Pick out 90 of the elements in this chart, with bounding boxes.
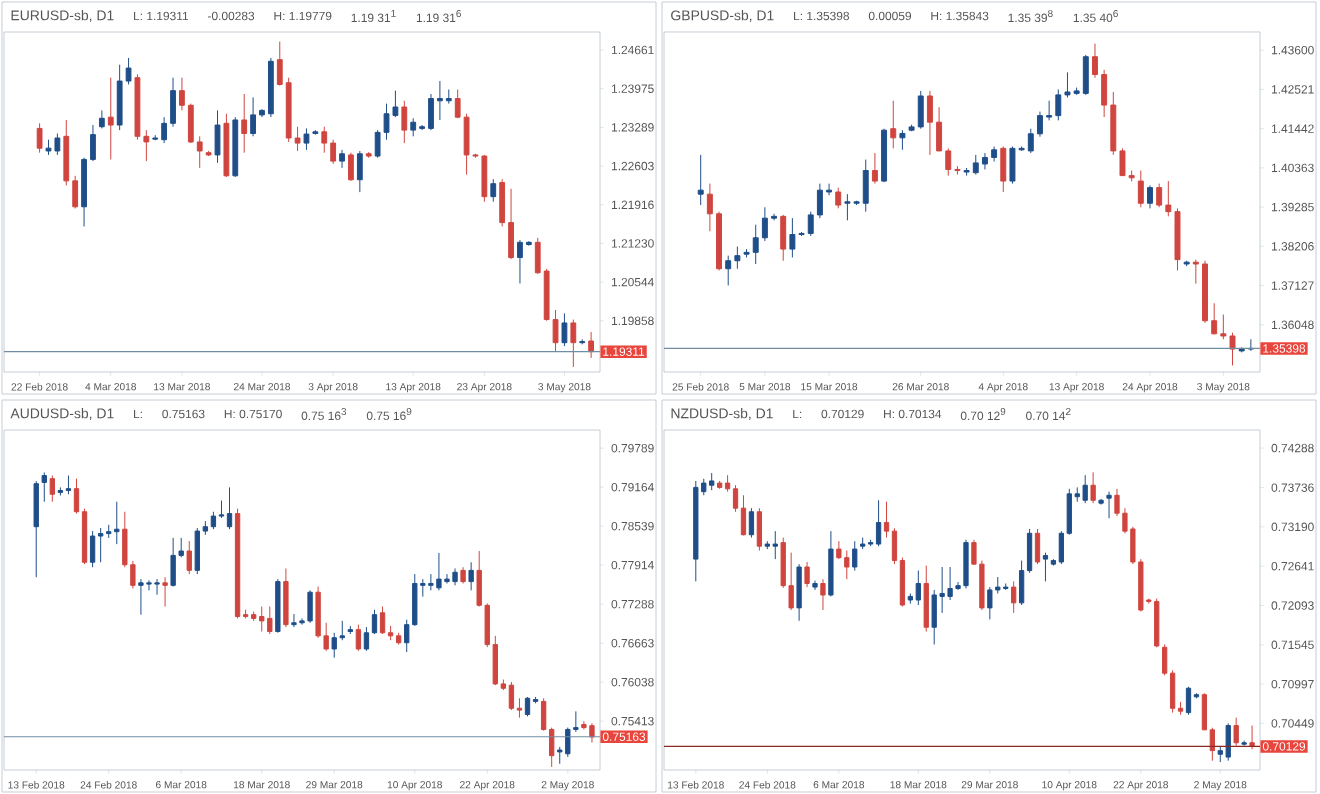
candlestick <box>33 480 39 578</box>
candlestick <box>490 178 497 203</box>
candlestick <box>205 150 212 157</box>
candlestick <box>365 151 372 159</box>
candlestick <box>709 472 715 491</box>
candlestick <box>241 93 248 154</box>
candlestick <box>303 127 310 151</box>
candlestick <box>835 187 842 209</box>
candlestick <box>561 312 568 347</box>
candlestick <box>98 109 105 129</box>
candlestick <box>717 480 723 490</box>
candlestick <box>780 214 787 262</box>
candlestick <box>355 624 362 652</box>
candlestick <box>804 561 810 588</box>
candlestick <box>1000 146 1007 193</box>
candlestick <box>339 149 345 169</box>
candlestick <box>214 109 221 164</box>
candlestick <box>114 501 120 545</box>
candlestick <box>267 57 274 118</box>
candlestick <box>875 499 882 547</box>
candlestick <box>871 152 878 185</box>
candlestick <box>283 567 289 628</box>
candlestick <box>860 537 866 550</box>
candlestick <box>1137 170 1144 208</box>
candlestick <box>890 100 897 149</box>
candlestick <box>1106 491 1112 519</box>
candlestick <box>186 540 192 575</box>
candlestick <box>588 331 595 359</box>
candlestick <box>138 578 144 616</box>
candlestick <box>226 486 233 530</box>
candlestick <box>1225 722 1231 762</box>
candlestick <box>49 475 56 503</box>
candlestick <box>36 122 43 154</box>
candlestick <box>194 527 200 575</box>
candlestick <box>852 540 858 572</box>
candlestick <box>1147 184 1153 209</box>
candlestick <box>725 255 732 286</box>
candlestick <box>162 576 168 608</box>
candlestick <box>693 480 699 582</box>
candlestick <box>452 567 458 586</box>
candlestick <box>756 507 763 551</box>
candlestick <box>589 722 595 744</box>
candlestick <box>267 606 273 635</box>
candlestick <box>232 116 239 178</box>
candlestick <box>307 589 313 624</box>
candlestick <box>154 578 160 596</box>
candlestick <box>570 319 577 368</box>
candlestick <box>1249 725 1255 750</box>
candlestick <box>899 129 906 151</box>
candlestick <box>468 561 474 591</box>
candlestick <box>1011 580 1017 614</box>
candlestick <box>395 632 402 646</box>
candlestick <box>828 530 834 597</box>
candlestick <box>881 128 888 183</box>
candlestick <box>1042 552 1049 582</box>
candlestick <box>772 530 778 560</box>
candlestick <box>460 566 466 584</box>
candlestick <box>107 77 114 160</box>
candlestick <box>1090 471 1096 504</box>
candlestick <box>401 100 408 144</box>
candlestick <box>356 150 363 193</box>
candlestick <box>97 527 104 563</box>
candlestick <box>348 152 354 182</box>
candlestick <box>796 563 802 622</box>
candlestick <box>579 338 586 345</box>
candlestick <box>1156 183 1163 208</box>
candlestick <box>275 578 281 634</box>
candlestick <box>223 113 230 178</box>
candlestick <box>65 475 72 495</box>
candlestick <box>697 154 704 206</box>
candlestick <box>915 570 921 606</box>
candlestick <box>820 578 826 611</box>
candlestick <box>1003 583 1009 591</box>
candlestick <box>1154 598 1160 648</box>
candlestick <box>170 537 176 588</box>
candlestick <box>45 139 52 156</box>
candlestick <box>1233 717 1239 747</box>
candlestick <box>291 613 297 628</box>
candlestick <box>41 471 47 503</box>
candlestick <box>1183 260 1190 267</box>
candlestick <box>923 565 929 633</box>
candlestick <box>436 552 442 591</box>
candlestick <box>1082 54 1089 96</box>
candlestick <box>1082 474 1088 504</box>
candlestick <box>963 539 969 590</box>
candlestick <box>347 625 354 635</box>
candlestick <box>410 117 417 137</box>
candlestick <box>1098 498 1104 506</box>
candlestick <box>89 530 96 568</box>
candlestick <box>259 606 265 632</box>
